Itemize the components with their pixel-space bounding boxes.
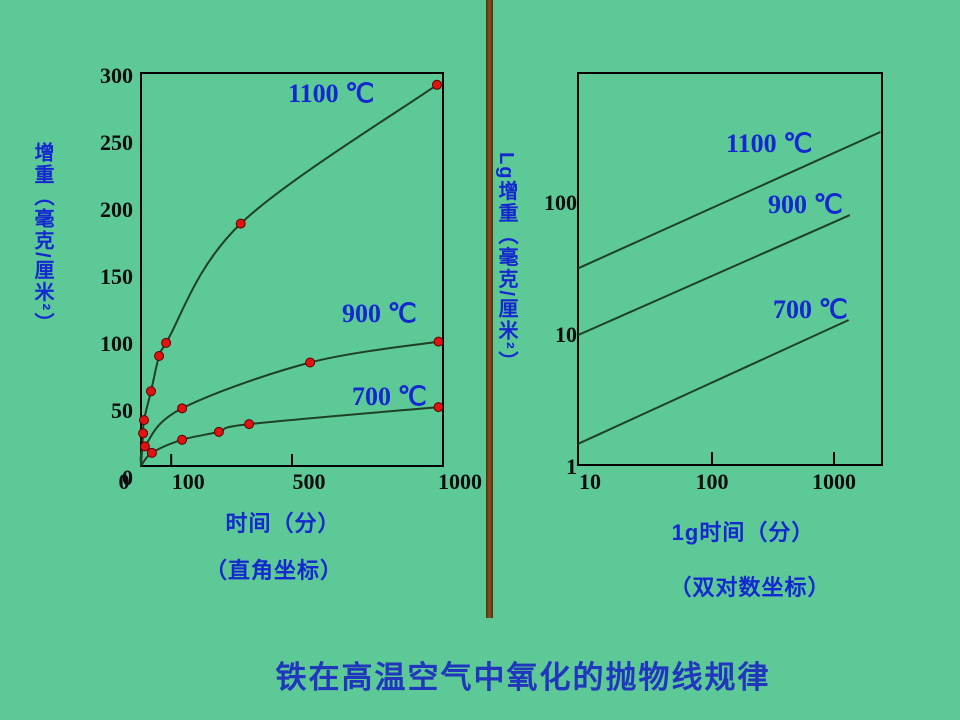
data-point: [161, 337, 172, 348]
right-curve-label-900: 900 ℃: [768, 190, 843, 219]
data-point: [146, 447, 157, 458]
right-x-tick-label: 100: [695, 469, 729, 494]
left-x-tick-label: 0: [118, 469, 130, 494]
left-curve-label-700: 700 ℃: [352, 382, 427, 411]
data-point: [146, 386, 156, 397]
right-y-tick-label: 100: [544, 190, 577, 215]
left-y-tick-label: 100: [100, 331, 133, 356]
left-y-tick-label: 50: [111, 398, 133, 423]
left-y-tick-label: 250: [100, 130, 133, 155]
left-x-tick-label: 100: [171, 469, 205, 494]
left-curve-label-900: 900 ℃: [342, 299, 417, 328]
right-chart-frame: [577, 72, 883, 466]
data-point: [139, 441, 150, 452]
right-x-tick-label: 1000: [812, 469, 856, 494]
data-point: [235, 218, 246, 229]
data-point: [177, 403, 188, 414]
right-y-axis-title: Lg增重（毫克/厘米²）: [495, 152, 517, 373]
right-y-tick-label: 1: [566, 454, 577, 479]
left-y-tick-label: 150: [100, 264, 133, 289]
left-coord-type-caption: （直角坐标）: [204, 558, 344, 583]
left-y-axis-title: 增重（毫克/厘米²）: [31, 142, 53, 335]
divider-line: [486, 0, 493, 618]
right-curve-label-1100: 1100 ℃: [726, 129, 813, 158]
right-line-900: [577, 214, 851, 336]
data-point: [154, 351, 165, 361]
left-x-axis-title: 时间（分）: [225, 511, 341, 536]
data-point: [433, 336, 444, 347]
left-x-tick-label: 1000: [438, 469, 482, 494]
right-curve-label-700: 700 ℃: [773, 295, 848, 324]
left-x-tick-label: 500: [292, 469, 326, 494]
data-point: [139, 415, 149, 426]
right-y-tick-label: 10: [555, 322, 577, 347]
left-y-tick-label: 0: [122, 465, 133, 490]
data-point: [432, 79, 442, 90]
data-point: [244, 419, 255, 430]
data-point: [213, 426, 224, 437]
right-line-700: [577, 319, 850, 445]
right-x-tick-label: 10: [579, 469, 601, 494]
slide-title: 铁在高温空气中氧化的抛物线规律: [275, 660, 771, 695]
right-line-1100: [577, 131, 881, 270]
data-point: [138, 428, 149, 439]
left-y-tick-label: 300: [100, 63, 133, 88]
right-coord-type-caption: （双对数坐标）: [669, 575, 831, 600]
right-x-axis-title: 1g时间（分）: [671, 520, 815, 545]
data-point: [433, 402, 444, 413]
data-point: [177, 434, 188, 445]
left-curve-label-1100: 1100 ℃: [288, 79, 375, 108]
data-point: [305, 357, 316, 368]
left-y-tick-label: 200: [100, 197, 133, 222]
